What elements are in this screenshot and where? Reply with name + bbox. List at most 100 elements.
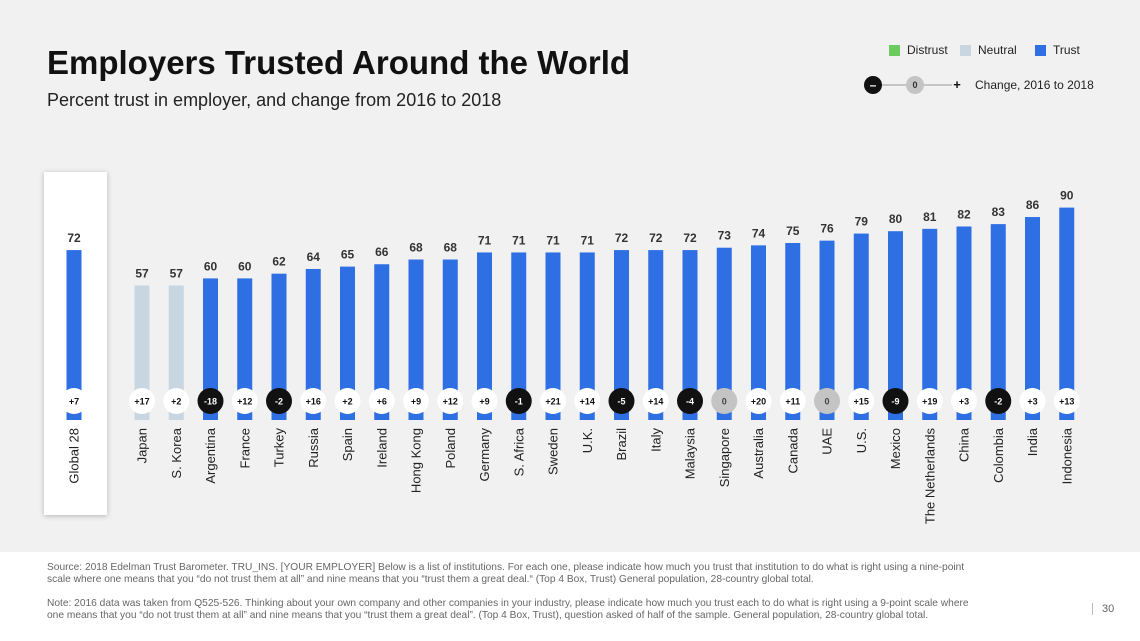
value-label-france: 60: [238, 259, 252, 273]
value-label-canada: 75: [786, 224, 800, 238]
change-marker-canada: [779, 388, 806, 414]
category-label-mexico: Mexico: [888, 428, 903, 469]
change-legend: – 0 + Change, 2016 to 2018: [864, 76, 1094, 94]
change-marker-u-k: [574, 388, 601, 414]
value-label-u-s: 79: [855, 215, 869, 229]
category-label-poland: Poland: [443, 428, 458, 468]
bar-poland: [442, 259, 458, 420]
value-label-u-k: 71: [581, 233, 595, 247]
legend-distrust: Distrust: [889, 43, 948, 57]
category-label-india: India: [1025, 427, 1040, 456]
value-label-germany: 71: [478, 233, 492, 247]
change-marker-india: [1019, 388, 1046, 414]
change-marker-japan: [129, 388, 155, 414]
category-label-u-s: U.S.: [854, 428, 869, 453]
bar-u-s: [853, 233, 869, 420]
change-label-india: +3: [1027, 397, 1037, 407]
value-label-brazil: 72: [615, 231, 629, 245]
change-marker-hong-kong: [403, 388, 429, 414]
category-label-turkey: Turkey: [272, 428, 287, 468]
change-label-italy: +14: [648, 397, 663, 407]
footer: Source: 2018 Edelman Trust Barometer. TR…: [47, 562, 987, 634]
value-label-global-28: 72: [67, 231, 81, 245]
change-legend-negative-marker: [864, 76, 882, 94]
bar-ireland: [374, 264, 390, 420]
change-label-brazil: -5: [617, 397, 625, 407]
value-label-s-korea: 57: [170, 266, 184, 280]
bar-s-africa: [511, 252, 527, 420]
category-label-italy: Italy: [648, 428, 663, 452]
category-label-uae: UAE: [820, 428, 835, 455]
page-title: Employers Trusted Around the World: [47, 44, 631, 81]
bar-china: [956, 226, 972, 420]
footer-source: Source: 2018 Edelman Trust Barometer. TR…: [47, 562, 965, 585]
change-label-singapore: 0: [722, 397, 727, 407]
value-label-sweden: 71: [546, 233, 560, 247]
change-legend-plus-text: +: [953, 77, 961, 92]
change-label-indonesia: +13: [1059, 397, 1074, 407]
bar-argentina: [203, 278, 218, 420]
change-marker-u-s: [848, 388, 875, 414]
change-label-australia: +20: [751, 397, 766, 407]
bar-colombia: [990, 224, 1006, 420]
change-label-the-netherlands: +19: [922, 397, 937, 407]
change-marker-spain: [334, 388, 361, 414]
bar-brazil: [614, 250, 629, 420]
bar-hong-kong: [408, 259, 424, 420]
bar-s-korea: [168, 285, 184, 420]
change-legend-zero-marker: [906, 76, 924, 94]
value-label-ireland: 66: [375, 245, 389, 259]
value-label-singapore: 73: [718, 229, 732, 243]
category-label-argentina: Argentina: [203, 427, 218, 483]
neutral-swatch: [960, 44, 971, 56]
change-label-hong-kong: +9: [411, 397, 421, 407]
category-label-the-netherlands: The Netherlands: [922, 428, 937, 525]
value-label-argentina: 60: [204, 259, 218, 273]
category-label-s-africa: S. Africa: [511, 427, 526, 476]
change-marker-australia: [745, 388, 772, 414]
category-label-canada: Canada: [785, 427, 800, 473]
category-label-france: France: [237, 428, 252, 468]
category-label-u-k: U.K.: [580, 428, 595, 453]
change-label-s-korea: +2: [171, 397, 181, 407]
change-marker-germany: [471, 388, 498, 414]
category-label-spain: Spain: [340, 428, 355, 461]
change-label-argentina: -18: [204, 397, 217, 407]
bar-uae: [819, 240, 835, 420]
value-label-japan: 57: [135, 266, 149, 280]
change-marker-colombia: [985, 388, 1012, 414]
change-marker-brazil: [608, 388, 635, 414]
change-marker-mexico: [882, 388, 909, 414]
change-legend-minus-text: –: [870, 78, 877, 92]
change-marker-malaysia: [677, 388, 703, 414]
change-label-mexico: -9: [891, 397, 899, 407]
change-marker-singapore: [711, 388, 738, 414]
value-label-mexico: 80: [889, 212, 903, 226]
legend-trust: Trust: [1035, 43, 1080, 57]
legend-neutral-label: Neutral: [978, 43, 1017, 57]
change-label-france: +12: [237, 397, 252, 407]
change-marker-italy: [642, 388, 669, 414]
change-marker-russia: [300, 388, 327, 414]
change-label-japan: +17: [134, 397, 149, 407]
change-marker-ireland: [368, 388, 395, 414]
change-marker-uae: [814, 388, 840, 414]
value-label-india: 86: [1026, 198, 1040, 212]
value-label-italy: 72: [649, 231, 663, 245]
bar-germany: [477, 252, 492, 420]
change-marker-argentina: [197, 388, 224, 414]
value-label-malaysia: 72: [683, 231, 697, 245]
category-label-germany: Germany: [477, 428, 492, 482]
change-label-poland: +12: [443, 397, 458, 407]
value-label-russia: 64: [307, 250, 321, 264]
change-marker-sweden: [540, 388, 566, 414]
category-label-japan: Japan: [135, 428, 150, 463]
value-label-china: 82: [957, 207, 971, 221]
change-legend-zero-text: 0: [912, 80, 917, 90]
bar-singapore: [716, 247, 732, 420]
change-marker-france: [231, 388, 258, 414]
change-label-turkey: -2: [275, 397, 283, 407]
category-label-colombia: Colombia: [991, 427, 1006, 483]
value-label-hong-kong: 68: [409, 241, 423, 255]
